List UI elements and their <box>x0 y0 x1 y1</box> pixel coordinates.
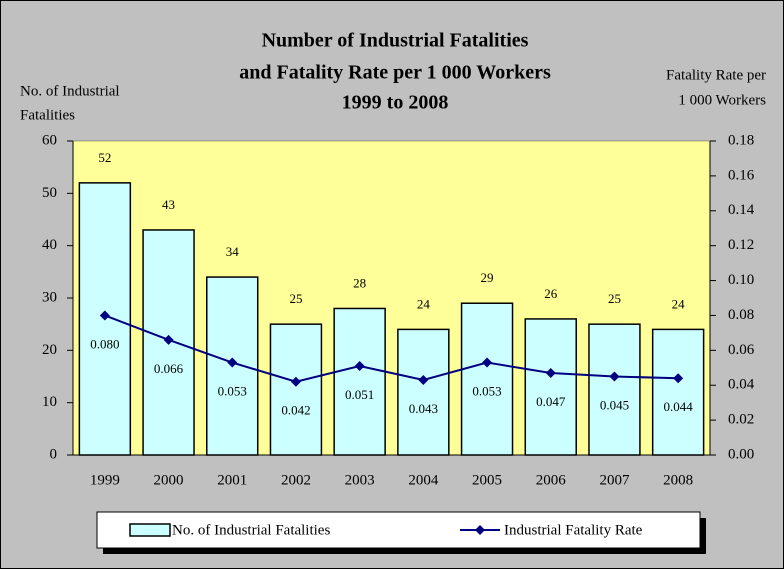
y2-tick-label: 0.14 <box>728 202 755 218</box>
bar <box>651 328 705 456</box>
line-marker <box>482 357 493 368</box>
bar <box>397 328 450 456</box>
line-marker <box>418 374 429 385</box>
line-label: 0.053 <box>472 384 501 399</box>
bar <box>333 307 386 456</box>
line-marker <box>227 357 238 368</box>
y2-tick-label: 0.06 <box>728 342 755 358</box>
y-tick-label: 0 <box>50 446 58 462</box>
y2-tick-label: 0.02 <box>728 412 754 428</box>
bar-label: 24 <box>417 296 431 311</box>
line-label: 0.044 <box>664 399 694 414</box>
chart-title: and Fatality Rate per 1 000 Workers <box>239 62 551 84</box>
line-marker <box>673 373 684 384</box>
legend-label: No. of Industrial Fatalities <box>172 522 330 538</box>
y-tick-label: 20 <box>42 342 57 358</box>
legend-swatch <box>129 523 171 537</box>
y2-tick-label: 0.04 <box>728 377 755 393</box>
line-marker <box>545 368 556 379</box>
x-tick-label: 2002 <box>281 472 311 488</box>
line-label: 0.047 <box>536 394 566 409</box>
bar-label: 24 <box>672 296 686 311</box>
x-tick-label: 2007 <box>599 472 630 488</box>
bar-label: 28 <box>353 275 366 290</box>
y-tick-label: 50 <box>42 185 57 201</box>
x-tick-label: 2003 <box>345 472 375 488</box>
bar-label: 26 <box>544 286 558 301</box>
legend-swatch <box>475 525 485 535</box>
line-marker <box>609 371 620 382</box>
line-label: 0.045 <box>600 397 629 412</box>
y-tick-label: 30 <box>42 289 57 305</box>
line <box>104 314 679 383</box>
line-label: 0.042 <box>281 403 310 418</box>
line-label: 0.051 <box>345 387 374 402</box>
bar-label: 25 <box>289 291 302 306</box>
y-axis-label: Fatalities <box>20 107 75 123</box>
line-marker <box>290 376 301 387</box>
x-tick-label: 2000 <box>154 472 184 488</box>
line-marker <box>99 310 110 321</box>
chart-title: 1999 to 2008 <box>342 92 449 114</box>
line-label: 0.080 <box>90 336 119 351</box>
legend <box>96 511 701 549</box>
bar <box>460 302 514 456</box>
y2-tick-label: 0.08 <box>728 307 754 323</box>
y-axis-label: No. of Industrial <box>20 83 120 99</box>
x-tick-label: 1999 <box>90 472 120 488</box>
x-tick-label: 2008 <box>663 472 693 488</box>
y2-axis-label: Fatality Rate per <box>666 67 766 83</box>
x-tick-label: 2006 <box>536 472 567 488</box>
y2-axis-label: 1 000 Workers <box>678 92 766 108</box>
y2-tick-label: 0.12 <box>728 237 754 253</box>
x-tick-label: 2005 <box>472 472 502 488</box>
legend-label: Industrial Fatality Rate <box>504 522 643 538</box>
y2-tick-label: 0.10 <box>728 272 754 288</box>
x-tick-label: 2004 <box>408 472 439 488</box>
y-tick-label: 10 <box>42 394 57 410</box>
bar-label: 25 <box>608 291 621 306</box>
line-label: 0.043 <box>409 401 438 416</box>
bar <box>269 323 323 456</box>
bar-label: 43 <box>162 197 175 212</box>
bar <box>588 323 641 456</box>
bar-label: 34 <box>226 244 240 259</box>
y2-tick-label: 0.18 <box>728 132 754 148</box>
y2-tick-label: 0.16 <box>728 167 755 183</box>
chart-title: Number of Industrial Fatalities <box>262 30 529 52</box>
x-tick-label: 2001 <box>217 472 247 488</box>
line-label: 0.066 <box>154 361 184 376</box>
bar-label: 52 <box>98 150 111 165</box>
y2-tick-label: 0.00 <box>728 446 754 462</box>
line-marker <box>354 361 365 372</box>
line-marker <box>163 334 174 345</box>
bar-label: 29 <box>481 270 494 285</box>
y-tick-label: 60 <box>42 132 57 148</box>
bar <box>524 318 577 456</box>
y-tick-label: 40 <box>42 237 57 253</box>
line-label: 0.053 <box>218 384 247 399</box>
